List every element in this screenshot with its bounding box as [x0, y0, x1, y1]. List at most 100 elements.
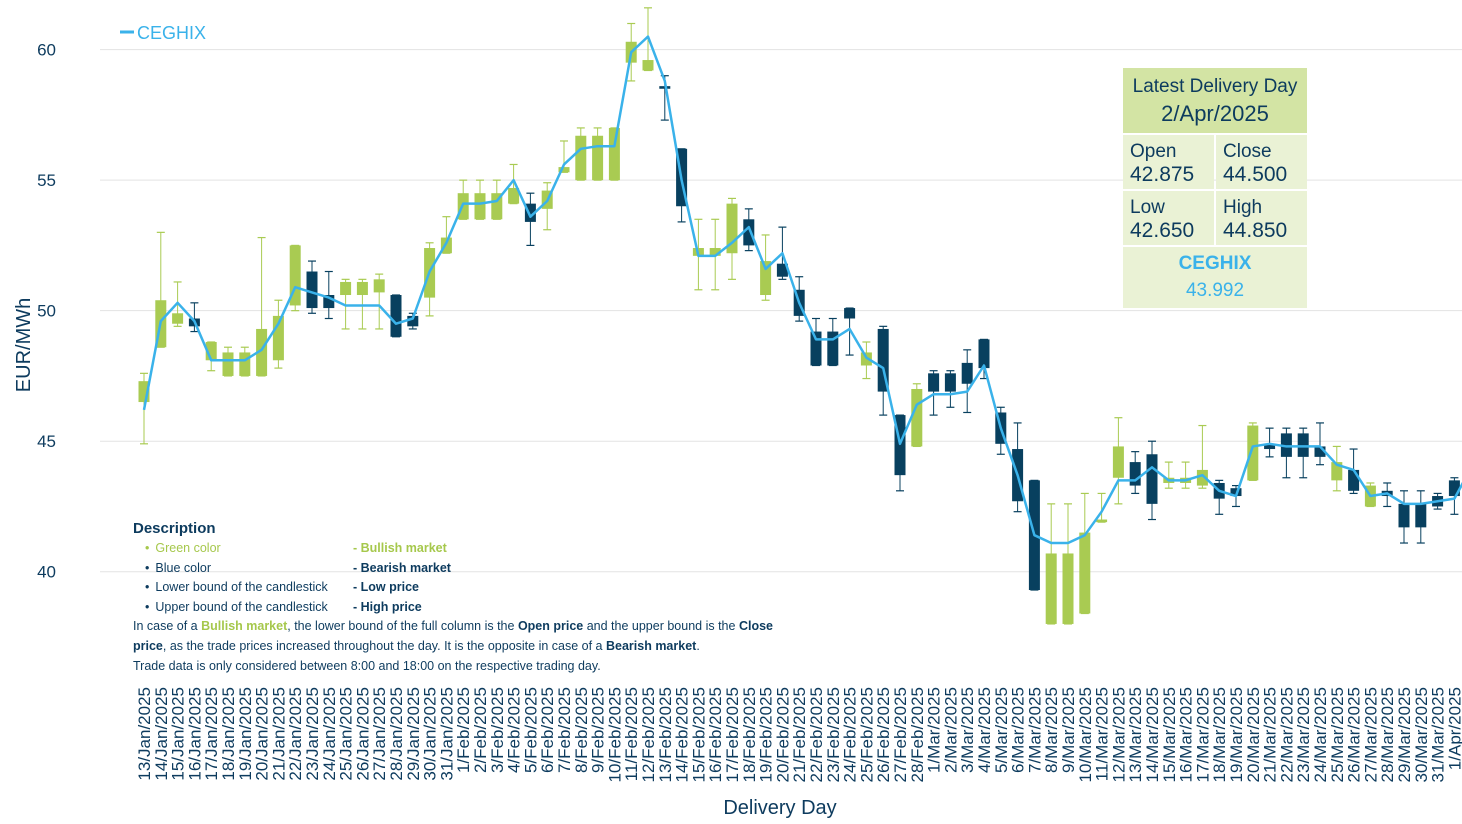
y-tick-label: 60 [37, 41, 56, 60]
x-tick-label: 21/Mar/2025 [1261, 687, 1280, 782]
info-grid: Open 42.875 Close 44.500 Low 42.650 High 44.850 [1123, 135, 1307, 245]
x-tick-label: 9/Mar/2025 [1059, 687, 1078, 773]
info-title: Latest Delivery Day [1132, 76, 1298, 97]
candle-body [272, 315, 284, 361]
candle-body [1331, 462, 1343, 481]
x-tick-label: 17/Mar/2025 [1193, 687, 1212, 782]
x-tick-label: 13/Mar/2025 [1126, 687, 1145, 782]
x-tick-label: 27/Feb/2025 [891, 687, 910, 782]
x-tick-label: 22/Jan/2025 [286, 687, 305, 781]
candle-body [222, 352, 234, 376]
x-tick-label: 15/Mar/2025 [1160, 687, 1179, 782]
x-tick-label: 18/Mar/2025 [1210, 687, 1229, 782]
info-cell: Open 42.875 [1123, 135, 1214, 189]
candle-body [256, 328, 268, 376]
candle-body [1112, 446, 1124, 478]
index-line [142, 35, 1462, 545]
candle-body [1045, 553, 1057, 624]
description-item: Green color- Bullish market [133, 539, 773, 559]
candle-body [491, 193, 503, 220]
candle-body [608, 127, 620, 181]
description-items: Green color- Bullish marketBlue color- B… [133, 539, 773, 617]
x-tick-label: 17/Jan/2025 [202, 687, 221, 781]
info-value: 44.500 [1223, 163, 1288, 186]
candle-body [373, 279, 385, 293]
x-tick-label: 29/Mar/2025 [1395, 687, 1414, 782]
candle-body [944, 373, 956, 392]
y-axis-title: EUR/MWh [13, 298, 35, 392]
x-tick-label: 20/Jan/2025 [253, 687, 272, 781]
info-index: CEGHIX 43.992 [1123, 247, 1307, 308]
candle-body [138, 381, 150, 403]
y-tick-label: 50 [37, 302, 56, 321]
x-tick-label: 26/Jan/2025 [353, 687, 372, 781]
x-tick-label: 13/Jan/2025 [135, 687, 154, 781]
candle-body [1230, 488, 1242, 497]
info-date: 2/Apr/2025 [1161, 101, 1269, 126]
x-tick-label: 1/Mar/2025 [925, 687, 944, 773]
description-item: Blue color- Bearish market [133, 559, 773, 579]
info-box: Latest Delivery Day 2/Apr/2025 Open 42.87… [1123, 68, 1307, 308]
x-tick-label: 27/Jan/2025 [370, 687, 389, 781]
x-axis-title: Delivery Day [723, 797, 836, 819]
info-label: Open [1130, 141, 1177, 162]
candle-body [844, 308, 856, 319]
description: Description Green color- Bullish marketB… [133, 519, 773, 676]
item-term: Green color [145, 539, 353, 559]
candle-body [1079, 532, 1091, 614]
paragraph-segment: and the upper bound is the [583, 619, 739, 634]
x-tick-label: 21/Jan/2025 [269, 687, 288, 781]
candle-body [340, 281, 352, 296]
candle-body [1280, 433, 1292, 457]
item-meaning: - Bearish market [353, 560, 451, 575]
paragraph-segment: Bullish market [201, 619, 288, 634]
x-tick-label: 4/Feb/2025 [505, 687, 524, 773]
x-tick-label: 20/Feb/2025 [773, 687, 792, 782]
x-tick-label: 20/Mar/2025 [1244, 687, 1263, 782]
info-index-name: CEGHIX [1178, 253, 1252, 274]
candle-body [911, 388, 923, 447]
x-tick-label: 14/Mar/2025 [1143, 687, 1162, 782]
x-tick-label: 30/Mar/2025 [1412, 687, 1431, 782]
candle-body [575, 135, 587, 181]
candle-body [474, 193, 486, 220]
paragraph-segment: In case of a [133, 619, 202, 634]
x-tick-label: 15/Feb/2025 [689, 687, 708, 782]
x-tick-label: 28/Jan/2025 [387, 687, 406, 781]
candle-body [1146, 454, 1158, 504]
x-tick-label: 12/Feb/2025 [639, 687, 658, 782]
x-tick-label: 14/Feb/2025 [673, 687, 692, 782]
item-meaning: - Bullish market [353, 541, 447, 555]
candle-body [508, 187, 520, 204]
x-tick-label: 17/Feb/2025 [723, 687, 742, 782]
candle-body [1062, 553, 1074, 624]
x-tick-label: 3/Mar/2025 [958, 687, 977, 773]
x-tick-label: 25/Jan/2025 [337, 687, 356, 781]
x-tick-label: 11/Feb/2025 [622, 687, 641, 781]
candle-body [524, 203, 536, 222]
paragraph-segment: , the lower bound of the full column is … [287, 619, 518, 634]
candle-body [1096, 519, 1108, 523]
x-tick-label: 6/Mar/2025 [1009, 687, 1028, 773]
info-index-value: 43.992 [1185, 280, 1245, 301]
x-tick-label: 15/Jan/2025 [169, 687, 188, 781]
candle-body [306, 271, 318, 309]
description-title: Description [133, 520, 216, 537]
info-cell: Close 44.500 [1216, 135, 1307, 189]
y-tick-label: 40 [37, 563, 56, 582]
info-label: Low [1130, 197, 1165, 218]
item-meaning: - High price [353, 599, 422, 614]
x-tick-label: 24/Jan/2025 [320, 687, 339, 781]
paragraph-segment: Close price [133, 619, 773, 653]
candle-body [894, 415, 906, 476]
x-tick-label: 19/Jan/2025 [236, 687, 255, 781]
x-tick-label: 19/Mar/2025 [1227, 687, 1246, 782]
candle-body [440, 237, 452, 254]
x-tick-label: 8/Mar/2025 [1042, 687, 1061, 773]
info-cell: Low 42.650 [1123, 191, 1214, 245]
x-tick-label: 1/Apr/2025 [1445, 687, 1462, 770]
x-tick-label: 10/Mar/2025 [1076, 687, 1095, 782]
info-label: High [1223, 197, 1263, 218]
legend-label: CEGHIX [137, 23, 206, 43]
x-tick-label: 7/Feb/2025 [555, 687, 574, 773]
